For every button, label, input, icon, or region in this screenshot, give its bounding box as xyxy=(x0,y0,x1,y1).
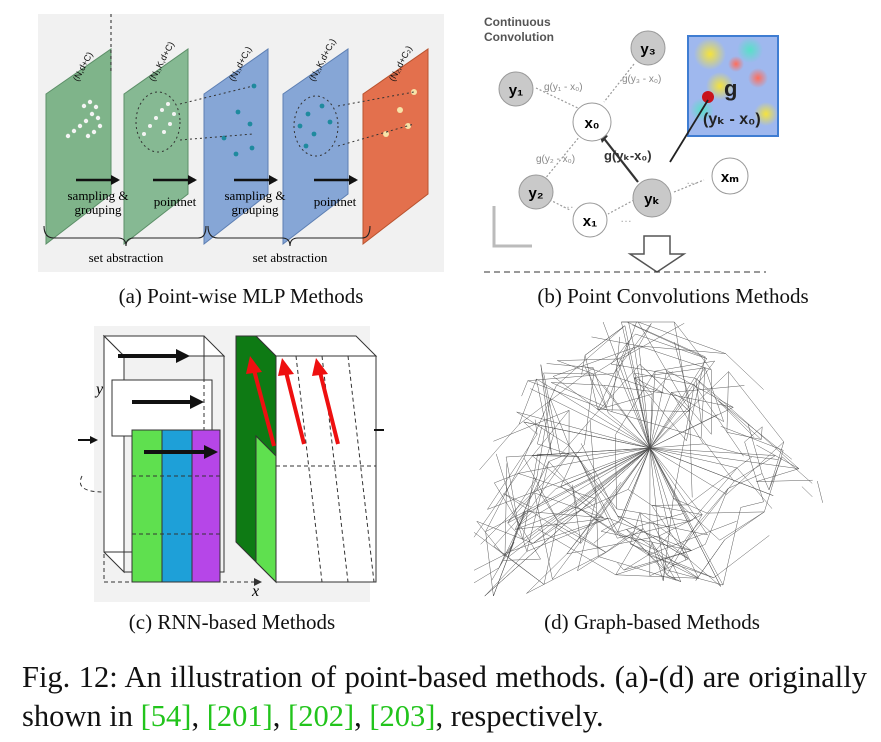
figure-caption-suffix: , respectively. xyxy=(435,699,604,733)
step-label-4: grouping xyxy=(232,202,279,217)
figure-caption: Fig. 12: An illustration of point-based … xyxy=(22,660,867,733)
svg-text:x₁: x₁ xyxy=(583,213,598,230)
panel-b-title-1: Continuous xyxy=(484,15,551,29)
panel-d-caption: (d) Graph-based Methods xyxy=(544,610,760,634)
step-label-1: grouping xyxy=(75,202,122,217)
brace-right xyxy=(207,225,371,247)
panel-c-diagram: y x xyxy=(78,326,384,602)
node-x0: x₀ xyxy=(572,102,612,142)
svg-text:y₂: y₂ xyxy=(528,185,543,202)
step-label-2: pointnet xyxy=(154,194,197,209)
edge-label-gk: g(yₖ-x₀) xyxy=(604,148,652,163)
panel-d-graph xyxy=(470,318,834,600)
citation-link-54[interactable]: [54] xyxy=(140,699,192,733)
edge-label-g1: g(y₁ - x₀) xyxy=(544,82,583,93)
citation-link-203[interactable]: [203] xyxy=(369,699,436,733)
figure-caption-prefix: Fig. 12: An illustration of point-based … xyxy=(22,660,867,733)
panel-a-pointwise-mlp: (N,d+C) (N₁,K,d+C) (N₁,d+C₁) (N₂,K,d+C₁)… xyxy=(38,14,444,272)
edge-label-g3: g(y₃ - x₀) xyxy=(622,74,661,85)
svg-text:…: … xyxy=(562,197,574,211)
layer-features-1 xyxy=(203,48,269,246)
edge-label-g2: g(y₂ - x₀) xyxy=(536,154,575,165)
panel-b-diagram: Continuous Convolution g (yₖ - x₀) y₁ y xyxy=(484,15,779,273)
svg-text:…: … xyxy=(686,173,698,187)
panel-c-rnn: y x xyxy=(78,326,386,602)
inset-expr-label: (yₖ - x₀) xyxy=(703,111,761,128)
node-xm: xₘ xyxy=(711,157,749,195)
svg-text:y₁: y₁ xyxy=(509,82,524,99)
graph-network xyxy=(470,318,834,600)
layer-grouped-1 xyxy=(123,48,189,246)
panel-a-caption: (a) Point-wise MLP Methods xyxy=(118,284,364,308)
panel-b-title-2: Convolution xyxy=(484,30,554,44)
svg-text:xₘ: xₘ xyxy=(721,169,739,186)
layer-grouped-2 xyxy=(282,48,349,246)
node-yk: yₖ xyxy=(632,178,672,218)
stage-label-0: set abstraction xyxy=(89,250,164,265)
svg-text:y₃: y₃ xyxy=(640,41,655,58)
panel-c-caption: (c) RNN-based Methods xyxy=(128,610,336,634)
brace-left xyxy=(43,225,207,247)
graph-edges-path xyxy=(473,321,823,597)
panel-a-diagram: (N,d+C) (N₁,K,d+C) (N₁,d+C₁) (N₂,K,d+C₁)… xyxy=(38,14,444,272)
heatmap-inset: g (yₖ - x₀) xyxy=(687,35,779,137)
node-x1: x₁ xyxy=(572,202,608,238)
svg-text:…: … xyxy=(620,211,632,225)
panel-b-point-convolution: Continuous Convolution g (yₖ - x₀) y₁ y xyxy=(474,10,872,276)
axis-y-label: y xyxy=(94,381,104,398)
inset-g-label: g xyxy=(724,76,737,101)
step-label-5: pointnet xyxy=(314,194,357,209)
edge-yk-x0 xyxy=(601,135,639,183)
step-label-3: sampling & xyxy=(224,188,285,203)
layer-features-2 xyxy=(362,48,429,246)
citation-link-201[interactable]: [201] xyxy=(206,699,273,733)
stage-label-1: set abstraction xyxy=(253,250,328,265)
layer-input xyxy=(45,48,112,246)
citation-link-202[interactable]: [202] xyxy=(288,699,355,733)
svg-text:x₀: x₀ xyxy=(584,115,599,132)
inset-pointer-line xyxy=(669,99,709,163)
inset-sample-point xyxy=(702,91,714,103)
down-arrow xyxy=(627,235,687,273)
node-y2: y₂ xyxy=(518,174,554,210)
panel-b-caption: (b) Point Convolutions Methods xyxy=(537,284,809,308)
step-label-0: sampling & xyxy=(67,188,128,203)
node-y3: y₃ xyxy=(630,30,666,66)
node-y1: y₁ xyxy=(498,71,534,107)
axis-x-label: x xyxy=(251,583,259,600)
axes-marker xyxy=(492,206,532,248)
red-arrows xyxy=(246,356,340,447)
svg-text:yₖ: yₖ xyxy=(644,191,660,208)
